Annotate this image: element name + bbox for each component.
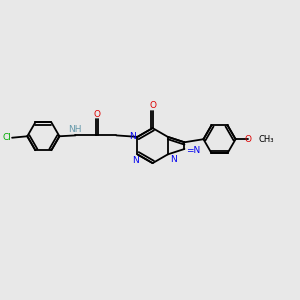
Text: =N: =N: [186, 146, 200, 155]
Text: N: N: [133, 156, 139, 165]
Text: N: N: [170, 155, 176, 164]
Text: O: O: [93, 110, 100, 118]
Text: CH₃: CH₃: [259, 135, 274, 144]
Text: Cl: Cl: [2, 133, 11, 142]
Text: O: O: [244, 135, 252, 144]
Text: O: O: [149, 101, 156, 110]
Text: N: N: [129, 132, 136, 141]
Text: NH: NH: [68, 125, 82, 134]
